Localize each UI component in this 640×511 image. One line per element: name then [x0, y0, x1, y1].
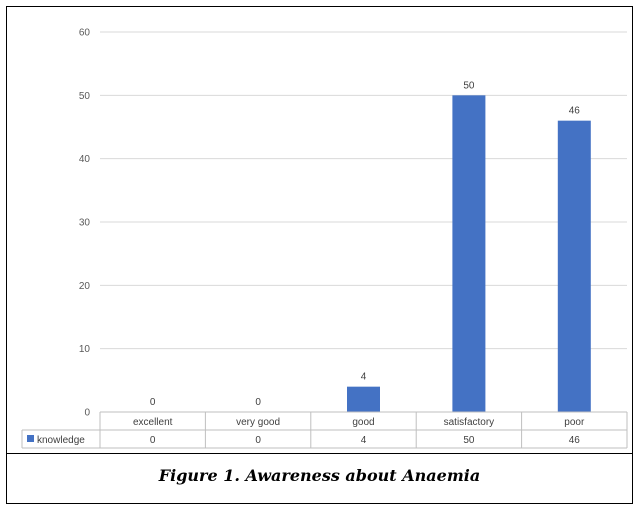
y-tick-label: 60: [79, 28, 91, 39]
table-value: 0: [255, 435, 261, 446]
table-value: 46: [569, 435, 581, 446]
figure-caption: Figure 1. Awareness about Anaemia: [158, 466, 481, 485]
x-tick-label: very good: [236, 417, 280, 428]
legend-label: knowledge: [37, 435, 85, 446]
table-value: 4: [361, 435, 367, 446]
data-label: 4: [361, 372, 367, 383]
figure-frame: [6, 6, 633, 504]
legend-key: [27, 435, 34, 442]
bar: [557, 120, 591, 413]
y-tick-label: 10: [79, 344, 91, 355]
data-label: 46: [569, 106, 581, 117]
x-tick-label: excellent: [133, 417, 173, 428]
data-label: 50: [463, 80, 475, 91]
caption-divider: [6, 453, 633, 454]
table-value: 50: [463, 435, 475, 446]
y-tick-label: 40: [79, 154, 91, 165]
y-tick-label: 30: [79, 218, 91, 229]
y-tick-label: 50: [79, 91, 91, 102]
x-tick-label: satisfactory: [444, 417, 495, 428]
y-tick-label: 20: [79, 281, 91, 292]
data-label: 0: [255, 397, 261, 408]
bar: [347, 386, 380, 412]
x-tick-label: poor: [564, 417, 585, 428]
data-label: 0: [150, 397, 156, 408]
x-tick-label: good: [352, 417, 374, 428]
y-tick-label: 0: [84, 408, 90, 419]
bar: [452, 95, 486, 412]
table-value: 0: [150, 435, 156, 446]
